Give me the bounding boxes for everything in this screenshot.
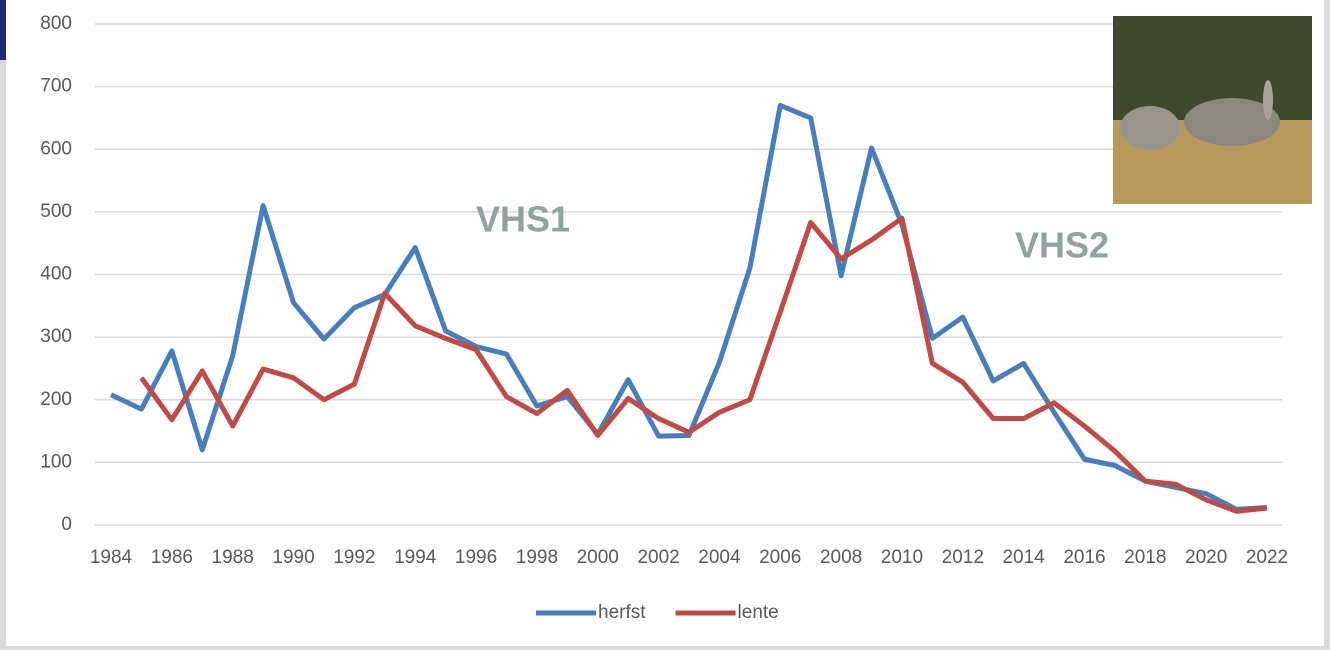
y-tick-label: 600 [40,138,72,159]
x-tick-label: 2006 [759,547,801,568]
x-tick-label: 1996 [455,547,497,568]
x-tick-label: 1988 [212,547,254,568]
legend-label: herfst [598,602,646,623]
annotation: VHS1 [476,199,570,240]
legend-label: lente [738,602,779,623]
x-tick-label: 1998 [516,547,558,568]
x-tick-label: 2014 [1002,547,1045,568]
y-tick-label: 500 [40,201,72,222]
x-tick-label: 2018 [1124,547,1166,568]
y-tick-label: 700 [40,76,72,97]
frame-edge [0,0,6,60]
x-tick-label: 1984 [90,547,133,568]
x-tick-label: 1994 [394,547,437,568]
series-line [139,215,1268,514]
y-tick-label: 100 [40,451,72,472]
x-tick-label: 2002 [637,547,679,568]
y-tick-label: 200 [40,389,72,410]
x-tick-label: 2020 [1185,547,1227,568]
series-line [109,102,1268,512]
x-tick-label: 2010 [881,547,923,568]
x-tick-label: 2022 [1246,547,1288,568]
x-tick-label: 1986 [151,547,193,568]
photo [1113,16,1312,204]
annotation: VHS2 [1015,225,1109,266]
x-tick-label: 2008 [820,547,862,568]
x-tick-label: 1992 [333,547,375,568]
x-tick-label: 1990 [272,547,314,568]
x-tick-label: 2012 [942,547,984,568]
y-tick-label: 400 [40,264,72,285]
x-tick-label: 2000 [577,547,619,568]
y-tick-label: 300 [40,326,72,347]
y-tick-label: 800 [40,13,72,34]
x-tick-label: 2004 [698,547,741,568]
x-tick-label: 2016 [1063,547,1105,568]
y-tick-label: 0 [61,514,72,535]
chart-background [6,0,1324,646]
